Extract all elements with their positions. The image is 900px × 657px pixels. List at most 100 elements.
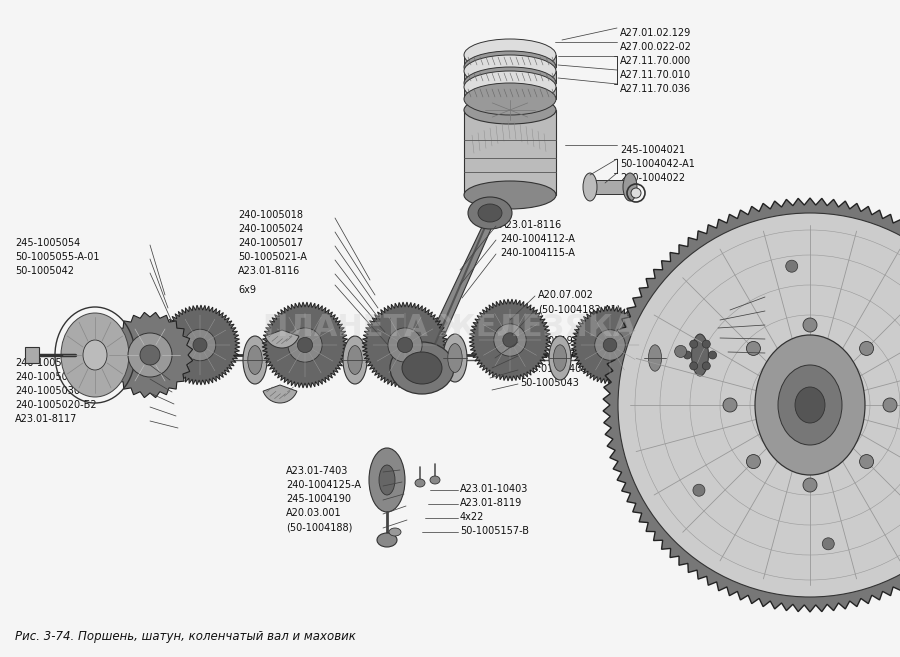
Text: 240-1005017: 240-1005017 [238, 238, 303, 248]
Text: A27.11.70.010: A27.11.70.010 [620, 70, 691, 80]
Ellipse shape [184, 329, 216, 361]
Text: A23.01-8117: A23.01-8117 [15, 414, 77, 424]
Text: A27.11.70.000: A27.11.70.000 [620, 56, 691, 66]
Bar [590, 180, 630, 194]
Text: A23.01-7403: A23.01-7403 [286, 466, 348, 476]
Ellipse shape [468, 197, 512, 229]
Ellipse shape [379, 465, 395, 495]
Ellipse shape [134, 327, 162, 383]
Wedge shape [266, 330, 299, 348]
Text: 240-1005131-M: 240-1005131-M [15, 358, 92, 368]
Ellipse shape [464, 96, 556, 124]
Text: A27.01.02.129: A27.01.02.129 [620, 28, 691, 38]
Ellipse shape [549, 336, 571, 380]
Circle shape [860, 455, 874, 468]
Ellipse shape [778, 365, 842, 445]
Ellipse shape [448, 344, 463, 373]
Text: 240-1005033-01: 240-1005033-01 [15, 372, 95, 382]
Ellipse shape [347, 346, 362, 374]
Ellipse shape [388, 328, 422, 362]
Polygon shape [362, 302, 448, 388]
Circle shape [746, 342, 760, 355]
Circle shape [723, 398, 737, 412]
Ellipse shape [795, 387, 825, 423]
Ellipse shape [464, 55, 556, 87]
Text: Рис. 3-74. Поршень, шатун, коленчатый вал и маховик: Рис. 3-74. Поршень, шатун, коленчатый ва… [15, 630, 356, 643]
Ellipse shape [464, 71, 556, 103]
Text: A23.01-8119: A23.01-8119 [460, 498, 522, 508]
Text: A23.01-8116: A23.01-8116 [238, 266, 301, 276]
Ellipse shape [644, 336, 666, 380]
Ellipse shape [140, 338, 157, 372]
Text: 245-1004021: 245-1004021 [620, 145, 685, 155]
Ellipse shape [377, 533, 397, 547]
Text: 240-1004022: 240-1004022 [620, 173, 685, 183]
Circle shape [693, 484, 705, 496]
Polygon shape [571, 306, 649, 384]
Text: 245-1005054: 245-1005054 [15, 238, 80, 248]
Ellipse shape [464, 39, 556, 71]
Circle shape [746, 455, 760, 468]
Ellipse shape [623, 173, 637, 201]
Ellipse shape [755, 335, 865, 475]
Ellipse shape [443, 334, 467, 382]
Text: 240-1004115-A: 240-1004115-A [500, 248, 575, 258]
Ellipse shape [478, 204, 502, 222]
Ellipse shape [691, 334, 708, 376]
Ellipse shape [83, 340, 107, 370]
Text: 50-1004042-A1: 50-1004042-A1 [620, 159, 695, 169]
Ellipse shape [243, 336, 267, 384]
Text: 240-1004125-A: 240-1004125-A [286, 480, 361, 490]
Bar [25, 347, 39, 363]
Ellipse shape [297, 338, 312, 353]
Text: 240-1005018: 240-1005018 [238, 210, 303, 220]
Text: A23.01-8116: A23.01-8116 [500, 220, 562, 230]
Ellipse shape [288, 328, 322, 362]
Circle shape [618, 213, 900, 597]
Text: A27.00.022-02: A27.00.022-02 [620, 42, 692, 52]
Ellipse shape [398, 338, 412, 353]
Ellipse shape [494, 324, 526, 356]
Text: 50-1005191-A: 50-1005191-A [520, 336, 589, 346]
Ellipse shape [503, 333, 517, 347]
Polygon shape [415, 210, 495, 368]
Ellipse shape [648, 345, 662, 371]
Text: ПЛАНЕТА ЖЕЛЕЗЯКА: ПЛАНЕТА ЖЕЛЕЗЯКА [264, 313, 636, 342]
Text: 50-1005019: 50-1005019 [768, 304, 827, 314]
Ellipse shape [402, 352, 442, 384]
Text: 240-1005020-Б2: 240-1005020-Б2 [15, 400, 96, 410]
Text: A23.01-10401: A23.01-10401 [520, 364, 589, 374]
Text: 50-1005021-A: 50-1005021-A [238, 252, 307, 262]
Text: 245-1005127: 245-1005127 [768, 318, 833, 328]
Text: 50-1005043: 50-1005043 [520, 378, 579, 388]
Circle shape [803, 478, 817, 492]
Ellipse shape [603, 338, 616, 351]
Polygon shape [469, 299, 551, 381]
Ellipse shape [415, 479, 425, 487]
Text: 240-1005030-A: 240-1005030-A [15, 386, 90, 396]
Ellipse shape [464, 83, 556, 115]
Text: 50-1005121-A: 50-1005121-A [768, 290, 837, 300]
Ellipse shape [464, 51, 556, 83]
Text: A20.03.001: A20.03.001 [286, 508, 342, 518]
Ellipse shape [464, 67, 556, 99]
Polygon shape [464, 87, 556, 99]
Text: 245-1005120: 245-1005120 [768, 346, 833, 356]
Text: A23.01-8178: A23.01-8178 [520, 350, 582, 360]
Ellipse shape [128, 333, 172, 377]
Text: A23.01-10403: A23.01-10403 [460, 484, 528, 494]
Ellipse shape [554, 345, 567, 371]
Text: (50-1004188): (50-1004188) [286, 522, 353, 532]
Ellipse shape [430, 476, 440, 484]
Circle shape [702, 340, 710, 348]
Circle shape [683, 351, 691, 359]
Circle shape [631, 188, 641, 198]
Circle shape [786, 260, 797, 272]
Ellipse shape [193, 338, 207, 352]
Text: 6x9: 6x9 [238, 285, 256, 295]
Circle shape [708, 351, 716, 359]
Circle shape [675, 346, 687, 357]
Ellipse shape [683, 313, 716, 397]
Ellipse shape [464, 181, 556, 209]
Text: 240-1004112-A: 240-1004112-A [500, 234, 575, 244]
